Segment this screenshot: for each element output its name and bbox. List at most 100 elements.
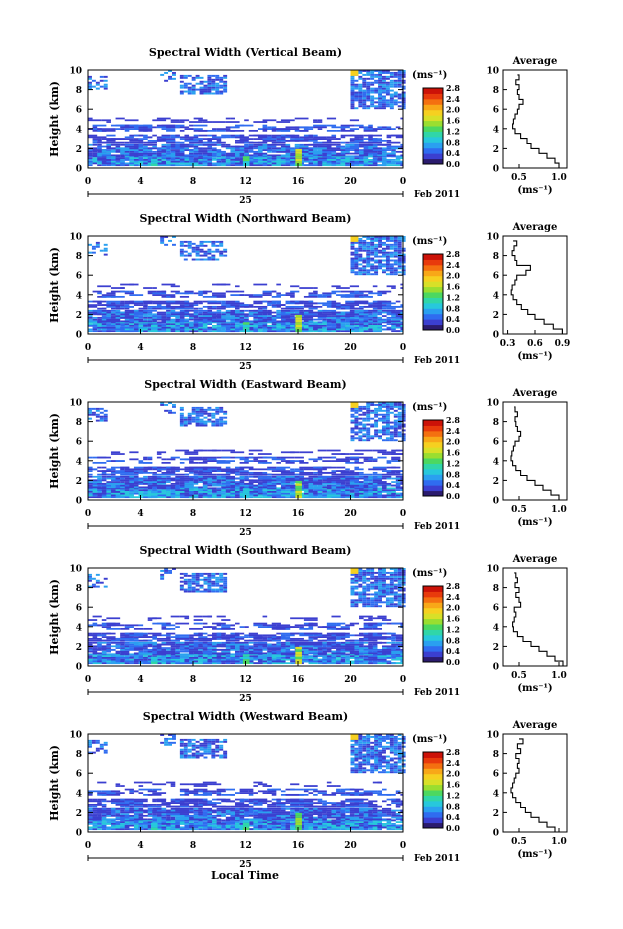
heatmap-cell (382, 309, 396, 312)
heatmap-cell (242, 329, 250, 333)
heatmap-cell (138, 143, 144, 146)
heatmap-cell (285, 126, 300, 129)
avg-y-tick-label: 2 (493, 311, 499, 321)
heatmap-cell (203, 92, 208, 95)
heatmap-cell (385, 419, 390, 422)
heatmap-cell (115, 656, 130, 659)
heatmap-cell (326, 158, 332, 161)
heatmap-cell (271, 468, 286, 471)
heatmap-cell (95, 87, 100, 90)
heatmap-cell (262, 147, 268, 150)
heatmap-cell (345, 152, 350, 155)
heatmap-cell (313, 287, 318, 289)
heatmap-cell (350, 419, 355, 422)
heatmap-cell (366, 265, 371, 268)
heatmap-cell (202, 456, 217, 459)
heatmap-cell (280, 471, 295, 474)
heatmap-cell (354, 655, 360, 657)
heatmap-cell (193, 315, 199, 317)
heatmap-cell (285, 136, 291, 139)
avg-y-tick-label: 4 (493, 125, 499, 135)
heatmap-cell (372, 330, 382, 333)
heatmap-cell (362, 73, 367, 76)
heatmap-cell (397, 97, 402, 100)
heatmap-cell (397, 247, 402, 250)
heatmap-cell (257, 150, 263, 153)
heatmap-cell (349, 119, 360, 122)
heatmap-cell (88, 305, 98, 308)
heatmap-cell (386, 484, 392, 487)
x-tick-label: 20 (344, 177, 357, 187)
heatmap-cell (363, 481, 369, 483)
heatmap-cell (395, 471, 401, 474)
heatmap-cell (189, 660, 194, 663)
heatmap-cell (110, 154, 116, 157)
heatmap-cell (138, 650, 144, 653)
heatmap-cell (110, 307, 116, 310)
heatmap-cell (378, 91, 382, 94)
heatmap-cell (110, 290, 125, 293)
heatmap-cell (179, 655, 190, 657)
heatmap-cell (239, 318, 245, 321)
heatmap-cell (350, 435, 355, 438)
heatmap-cell (400, 315, 403, 317)
heatmap-cell (401, 269, 406, 272)
heatmap-cell (395, 164, 403, 167)
heatmap-cell (354, 273, 359, 276)
heatmap-cell (389, 267, 394, 270)
heatmap-cell (207, 418, 212, 421)
heatmap-cell (124, 479, 130, 482)
heatmap-cell (101, 294, 116, 296)
heatmap-cell (389, 411, 394, 414)
heatmap-cell (189, 324, 194, 327)
heatmap-cell (280, 138, 286, 140)
heatmap-cell (225, 658, 231, 661)
heatmap-cell (175, 320, 180, 323)
heatmap-cell (400, 496, 403, 499)
heatmap-cell (225, 494, 231, 497)
heatmap-cell (124, 149, 130, 151)
colorbar-swatch (423, 259, 443, 266)
heatmap-cell (359, 311, 364, 314)
heatmap-cell (88, 318, 93, 321)
heatmap-cell (219, 242, 224, 245)
heatmap-cell (211, 416, 216, 419)
heatmap-cell (294, 139, 309, 142)
heatmap-cell (189, 471, 194, 474)
heatmap-cell (374, 429, 379, 432)
heatmap-cell (336, 287, 350, 289)
heatmap-cell (198, 294, 203, 296)
heatmap-cell (345, 160, 350, 163)
heatmap-cell (295, 163, 302, 167)
heatmap-cell (129, 323, 134, 325)
average-profile-line (510, 240, 563, 334)
heatmap-cell (393, 251, 398, 254)
heatmap-cell (115, 652, 121, 655)
heatmap-cell (350, 99, 355, 102)
heatmap-cell (183, 416, 188, 419)
heatmap-cell (99, 249, 104, 252)
heatmap-cell (106, 300, 121, 303)
heatmap-cell (358, 87, 363, 90)
heatmap-cell (374, 79, 379, 82)
heatmap-cell (88, 475, 93, 478)
heatmap-cell (331, 152, 337, 155)
heatmap-cell (382, 89, 386, 92)
heatmap-cell (397, 243, 402, 246)
heatmap-cell (198, 324, 203, 327)
heatmap-cell (322, 292, 332, 295)
heatmap-cell (120, 494, 125, 497)
heatmap-cell (395, 126, 401, 129)
heatmap-cell (230, 655, 235, 657)
heatmap-cell (358, 427, 363, 430)
heatmap-cell (216, 326, 231, 329)
y-tick-label: 0 (76, 165, 82, 175)
heatmap-cell (183, 84, 188, 87)
heatmap-cell (372, 466, 387, 469)
heatmap-cell (345, 655, 350, 657)
heatmap-cell (202, 326, 208, 329)
heatmap-cell (401, 91, 406, 94)
heatmap-cell (401, 437, 406, 440)
heatmap-cell (374, 101, 379, 104)
heatmap-cell (313, 650, 318, 653)
